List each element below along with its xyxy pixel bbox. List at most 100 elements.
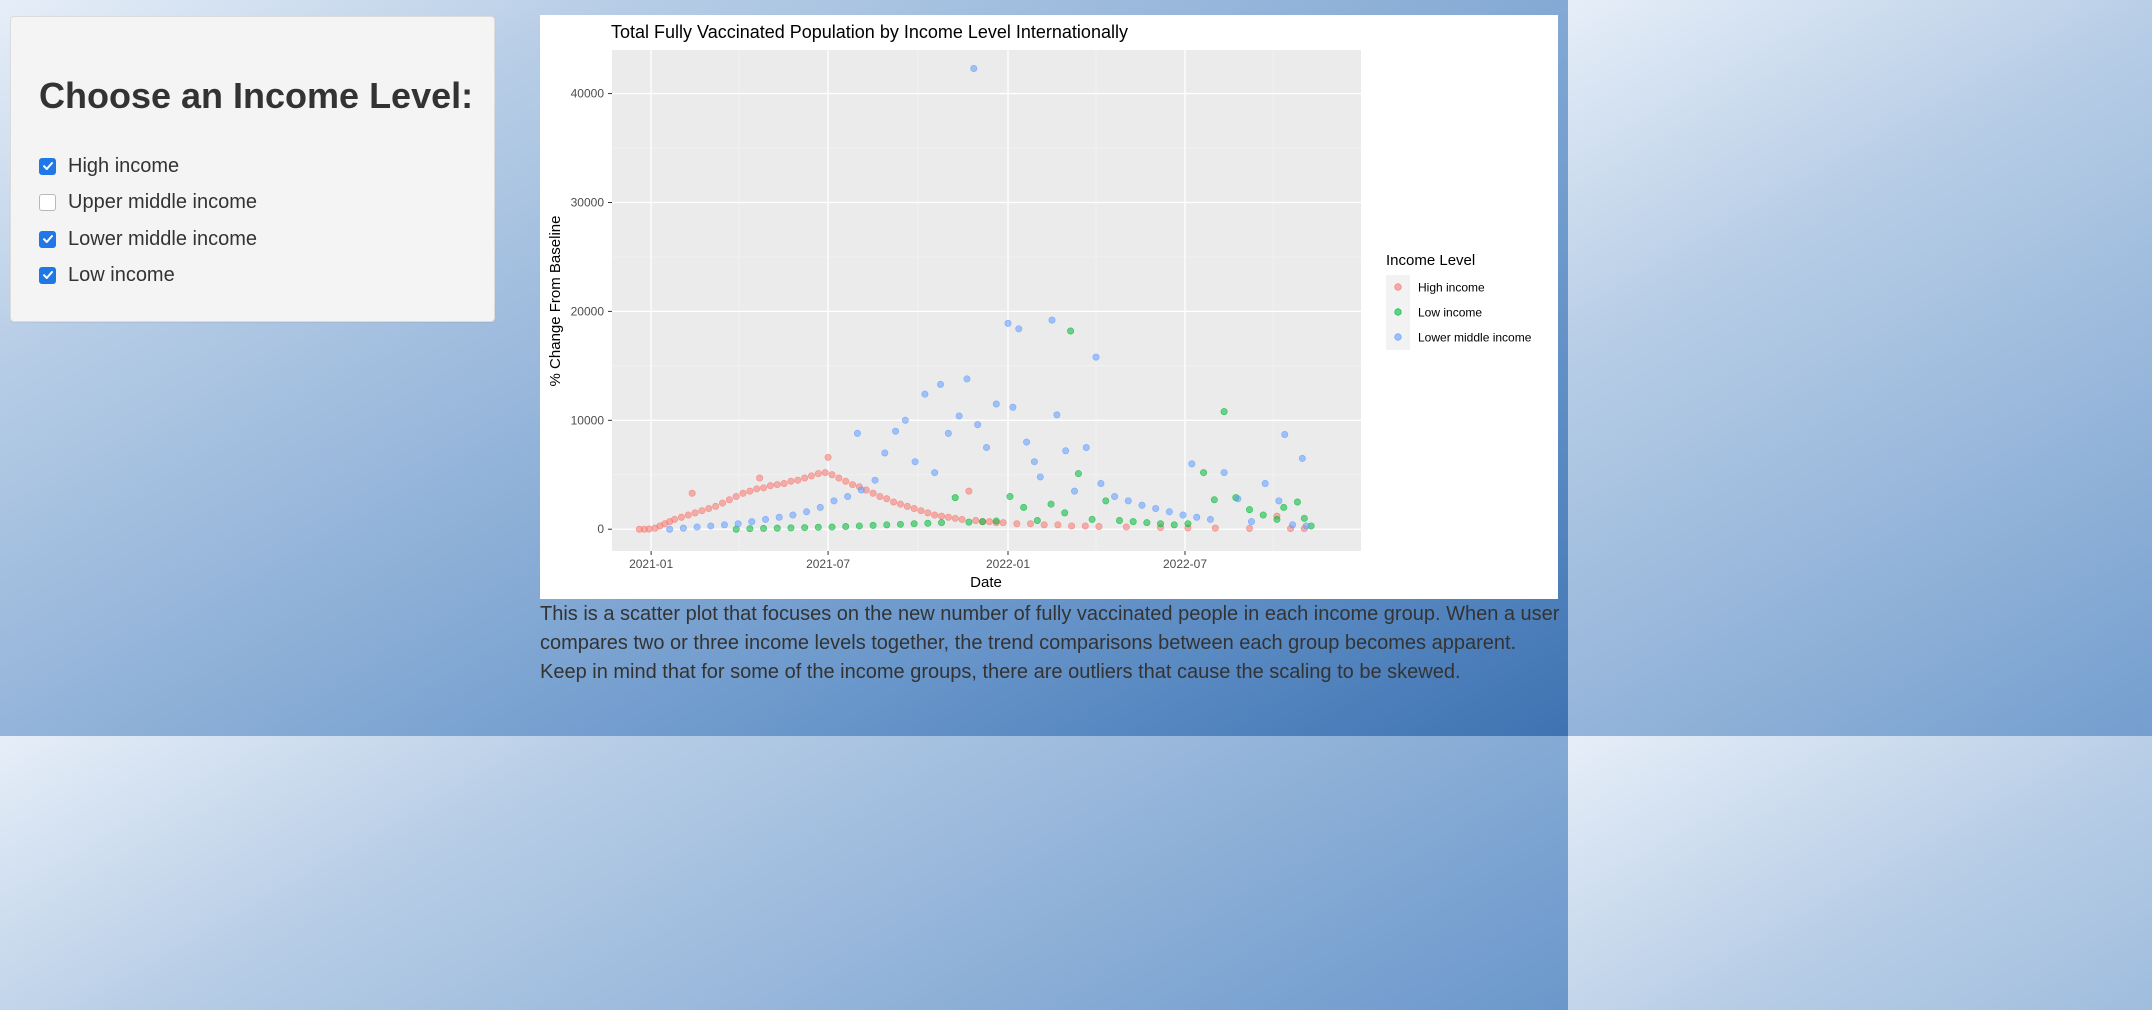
data-point [951, 514, 959, 522]
data-points [635, 65, 1315, 533]
data-point [789, 511, 797, 519]
data-point [1220, 469, 1228, 477]
data-point [1071, 487, 1079, 495]
data-point [921, 390, 929, 398]
data-point [1206, 515, 1214, 523]
data-point [707, 522, 715, 530]
option-lower-middle-income[interactable]: Lower middle income [39, 227, 257, 251]
data-point [698, 507, 706, 515]
data-point [1184, 520, 1192, 528]
data-point [679, 524, 687, 532]
option-high-income[interactable]: High income [39, 154, 179, 178]
checkbox-high-income[interactable] [39, 157, 56, 175]
data-point [775, 513, 783, 521]
plot-gridlines [612, 50, 1361, 551]
data-point [666, 525, 674, 533]
data-point [985, 518, 993, 526]
data-point [705, 505, 713, 513]
data-point [910, 520, 918, 528]
data-point [965, 487, 973, 495]
data-point [917, 507, 925, 515]
data-point [821, 469, 829, 477]
checkbox-upper-middle-income[interactable] [39, 193, 56, 211]
series-high-income [635, 453, 1308, 533]
checkbox-low-income[interactable] [39, 266, 56, 284]
data-point [746, 525, 754, 533]
data-point [766, 482, 774, 490]
y-tick-label: 20000 [571, 304, 605, 318]
option-low-income[interactable]: Low income [39, 263, 175, 287]
data-point [1068, 522, 1076, 530]
data-point [972, 517, 980, 525]
data-point [1281, 430, 1289, 438]
data-point [1298, 454, 1306, 462]
series-lower-middle-income [666, 65, 1310, 533]
data-point [803, 508, 811, 516]
data-point [883, 495, 891, 503]
data-point [1047, 500, 1055, 508]
data-point [739, 489, 747, 497]
series-low-income [732, 327, 1315, 533]
data-point [725, 496, 733, 504]
data-point [1074, 470, 1082, 478]
data-point [814, 523, 822, 531]
data-point [746, 487, 754, 495]
legend-key-lower-middle-income [1394, 333, 1402, 341]
data-point [734, 520, 742, 528]
data-point [911, 458, 919, 466]
x-axis-ticks: 2021-01 2021-07 2022-01 2022-07 [629, 551, 1207, 571]
data-point [992, 400, 1000, 408]
option-upper-middle-income[interactable]: Upper middle income [39, 190, 257, 214]
data-point [1234, 495, 1242, 503]
data-point [684, 511, 692, 519]
data-point [938, 512, 946, 520]
data-point [937, 380, 945, 388]
data-point [1247, 518, 1255, 526]
data-point [1111, 493, 1119, 501]
data-point [903, 502, 911, 510]
data-point [857, 486, 865, 494]
data-point [828, 523, 836, 531]
data-point [732, 493, 740, 501]
data-point [1088, 515, 1096, 523]
data-point [1115, 517, 1123, 525]
data-point [1280, 503, 1288, 511]
legend-label: High income [1418, 281, 1485, 295]
data-point [1220, 408, 1228, 416]
data-point [677, 513, 685, 521]
data-point [1129, 518, 1137, 526]
data-point [753, 485, 761, 493]
data-point [1097, 479, 1105, 487]
data-point [871, 476, 879, 484]
data-point [931, 511, 939, 519]
chart-title: Total Fully Vaccinated Population by Inc… [611, 22, 1128, 42]
data-point [1124, 497, 1132, 505]
data-point [1054, 521, 1062, 529]
chart-legend: Income Level High income Low income Lower … [1386, 252, 1532, 350]
data-point [787, 477, 795, 485]
data-point [1095, 522, 1103, 530]
vaccination-scatter-chart: Total Fully Vaccinated Population by Inc… [547, 22, 1532, 591]
data-point [992, 517, 1000, 525]
checkbox-lower-middle-income[interactable] [39, 230, 56, 248]
data-point [760, 524, 768, 532]
data-point [855, 522, 863, 530]
data-point [773, 524, 781, 532]
x-tick-label: 2022-01 [986, 557, 1030, 571]
data-point [801, 524, 809, 532]
data-point [938, 519, 946, 527]
legend-title: Income Level [1386, 252, 1475, 269]
data-point [1289, 521, 1297, 529]
x-axis-label: Date [970, 574, 1002, 591]
data-point [1246, 524, 1254, 532]
data-point [1053, 411, 1061, 419]
data-point [1015, 325, 1023, 333]
data-point [1122, 523, 1130, 531]
data-point [773, 481, 781, 489]
data-point [1092, 353, 1100, 361]
checkmark-icon [42, 162, 53, 170]
y-tick-label: 30000 [571, 195, 605, 209]
x-tick-label: 2021-07 [806, 557, 850, 571]
data-point [1048, 316, 1056, 324]
data-point [1200, 469, 1208, 477]
